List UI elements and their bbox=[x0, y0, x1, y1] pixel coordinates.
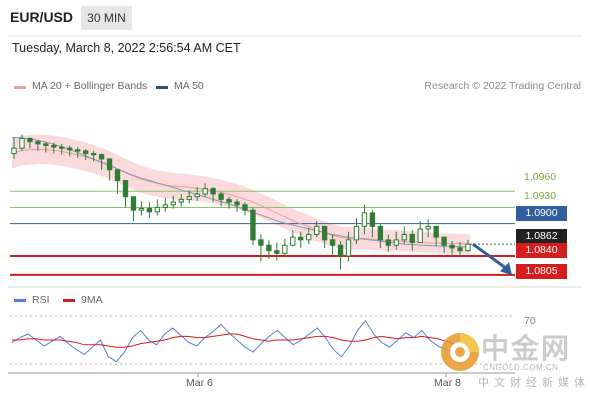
candle-body bbox=[313, 225, 320, 235]
rsi-line bbox=[11, 319, 471, 363]
candle-body bbox=[59, 146, 65, 149]
candle-body bbox=[226, 198, 232, 203]
candle-body bbox=[298, 236, 304, 241]
candle-body bbox=[154, 206, 161, 213]
candle-body bbox=[234, 201, 240, 206]
candle-body bbox=[266, 244, 272, 252]
pair-title: EUR/USD bbox=[10, 9, 74, 25]
candle-body bbox=[51, 144, 57, 148]
candle-body bbox=[114, 169, 121, 182]
candle-body bbox=[425, 225, 431, 230]
bb-legend-swatch bbox=[14, 86, 26, 89]
rsi-legend-swatch bbox=[14, 299, 26, 302]
level-tag-1.0840: 1.0840 bbox=[516, 243, 567, 258]
candle-body bbox=[457, 247, 463, 252]
x-tick-mar-6: Mar 6 bbox=[186, 377, 213, 389]
candle-body bbox=[282, 244, 288, 254]
candle-body bbox=[43, 143, 49, 146]
candle-body bbox=[11, 147, 17, 155]
candle-body bbox=[337, 244, 344, 257]
timeframe-button[interactable]: 30 MIN bbox=[81, 6, 132, 30]
candle-body bbox=[321, 225, 328, 241]
candle-body bbox=[361, 212, 368, 227]
candle-body bbox=[306, 233, 312, 241]
candle-body bbox=[290, 236, 296, 246]
candle-body bbox=[401, 233, 407, 241]
datetime-label: Tuesday, March 8, 2022 2:56:54 AM CET bbox=[12, 41, 241, 55]
candle-body bbox=[122, 180, 129, 198]
ma50-legend-swatch bbox=[156, 86, 168, 89]
candle-body bbox=[27, 137, 33, 143]
watermark-emblem-icon bbox=[441, 333, 479, 371]
candle-body bbox=[250, 209, 256, 241]
forecast-arrow-head bbox=[500, 262, 512, 276]
candle-body bbox=[441, 236, 447, 246]
x-tick-mar-8: Mar 8 bbox=[434, 377, 461, 389]
candle-body bbox=[369, 212, 376, 227]
bollinger-band bbox=[12, 134, 470, 254]
rsi-legend-label: RSI bbox=[32, 294, 50, 306]
candle-body bbox=[75, 149, 81, 152]
watermark-name: 中金网 bbox=[481, 332, 572, 365]
candle-body bbox=[353, 225, 360, 241]
watermark-subtitle: 中文财经新媒体 bbox=[478, 376, 590, 389]
candle-body bbox=[35, 141, 41, 145]
rsi-ma-legend-label: 9MA bbox=[81, 294, 103, 306]
candle-body bbox=[433, 225, 439, 238]
candle-body bbox=[90, 153, 97, 156]
current-price-tag: 1.0862 bbox=[516, 229, 567, 244]
candle-body bbox=[178, 198, 184, 203]
candle-body bbox=[146, 208, 153, 213]
watermark-logo: 中金网 CNGOLD.COM.CN 中文财经新媒体 bbox=[436, 326, 590, 390]
candle-body bbox=[98, 154, 105, 160]
candle-body bbox=[417, 228, 423, 244]
rsi-ma-legend-swatch bbox=[63, 299, 75, 302]
level-tag-1.0805: 1.0805 bbox=[516, 264, 567, 279]
ma50-legend-label: MA 50 bbox=[174, 80, 204, 92]
candle-body bbox=[409, 233, 415, 244]
candle-body bbox=[170, 201, 176, 206]
candle-body bbox=[194, 193, 200, 198]
candle-body bbox=[329, 239, 336, 246]
candle-body bbox=[19, 137, 25, 149]
candle-body bbox=[345, 239, 352, 257]
candle-body bbox=[67, 147, 73, 151]
level-label-1.0960: 1.0960 bbox=[524, 171, 557, 183]
candle-body bbox=[393, 239, 399, 246]
candle-body bbox=[377, 225, 384, 241]
candle-body bbox=[274, 250, 280, 254]
watermark-url: CNGOLD.COM.CN bbox=[483, 363, 559, 372]
candle-body bbox=[218, 193, 224, 200]
level-label-1.0930: 1.0930 bbox=[524, 190, 557, 202]
candle-body bbox=[449, 244, 455, 249]
candle-body bbox=[258, 239, 264, 246]
copyright-label: Research © 2022 Trading Central bbox=[424, 80, 581, 92]
candle-body bbox=[162, 204, 169, 208]
bb-legend-label: MA 20 + Bollinger Bands bbox=[32, 80, 148, 92]
candle-body bbox=[210, 188, 216, 195]
candle-body bbox=[106, 158, 113, 171]
rsi-level-70: 70 bbox=[524, 315, 536, 327]
candle-body bbox=[130, 196, 137, 211]
candle-body bbox=[138, 208, 145, 211]
candle-body bbox=[186, 196, 192, 200]
candle-body bbox=[202, 188, 208, 195]
candle-body bbox=[83, 150, 89, 155]
level-tag-1.0900: 1.0900 bbox=[516, 206, 567, 221]
chart-header: EUR/USD 30 MIN bbox=[0, 0, 590, 36]
candle-body bbox=[242, 204, 248, 211]
rsi-ma-line bbox=[12, 333, 471, 348]
forecast-arrow-shaft bbox=[472, 242, 507, 270]
candle-body bbox=[385, 239, 392, 246]
candle-body bbox=[465, 243, 471, 252]
